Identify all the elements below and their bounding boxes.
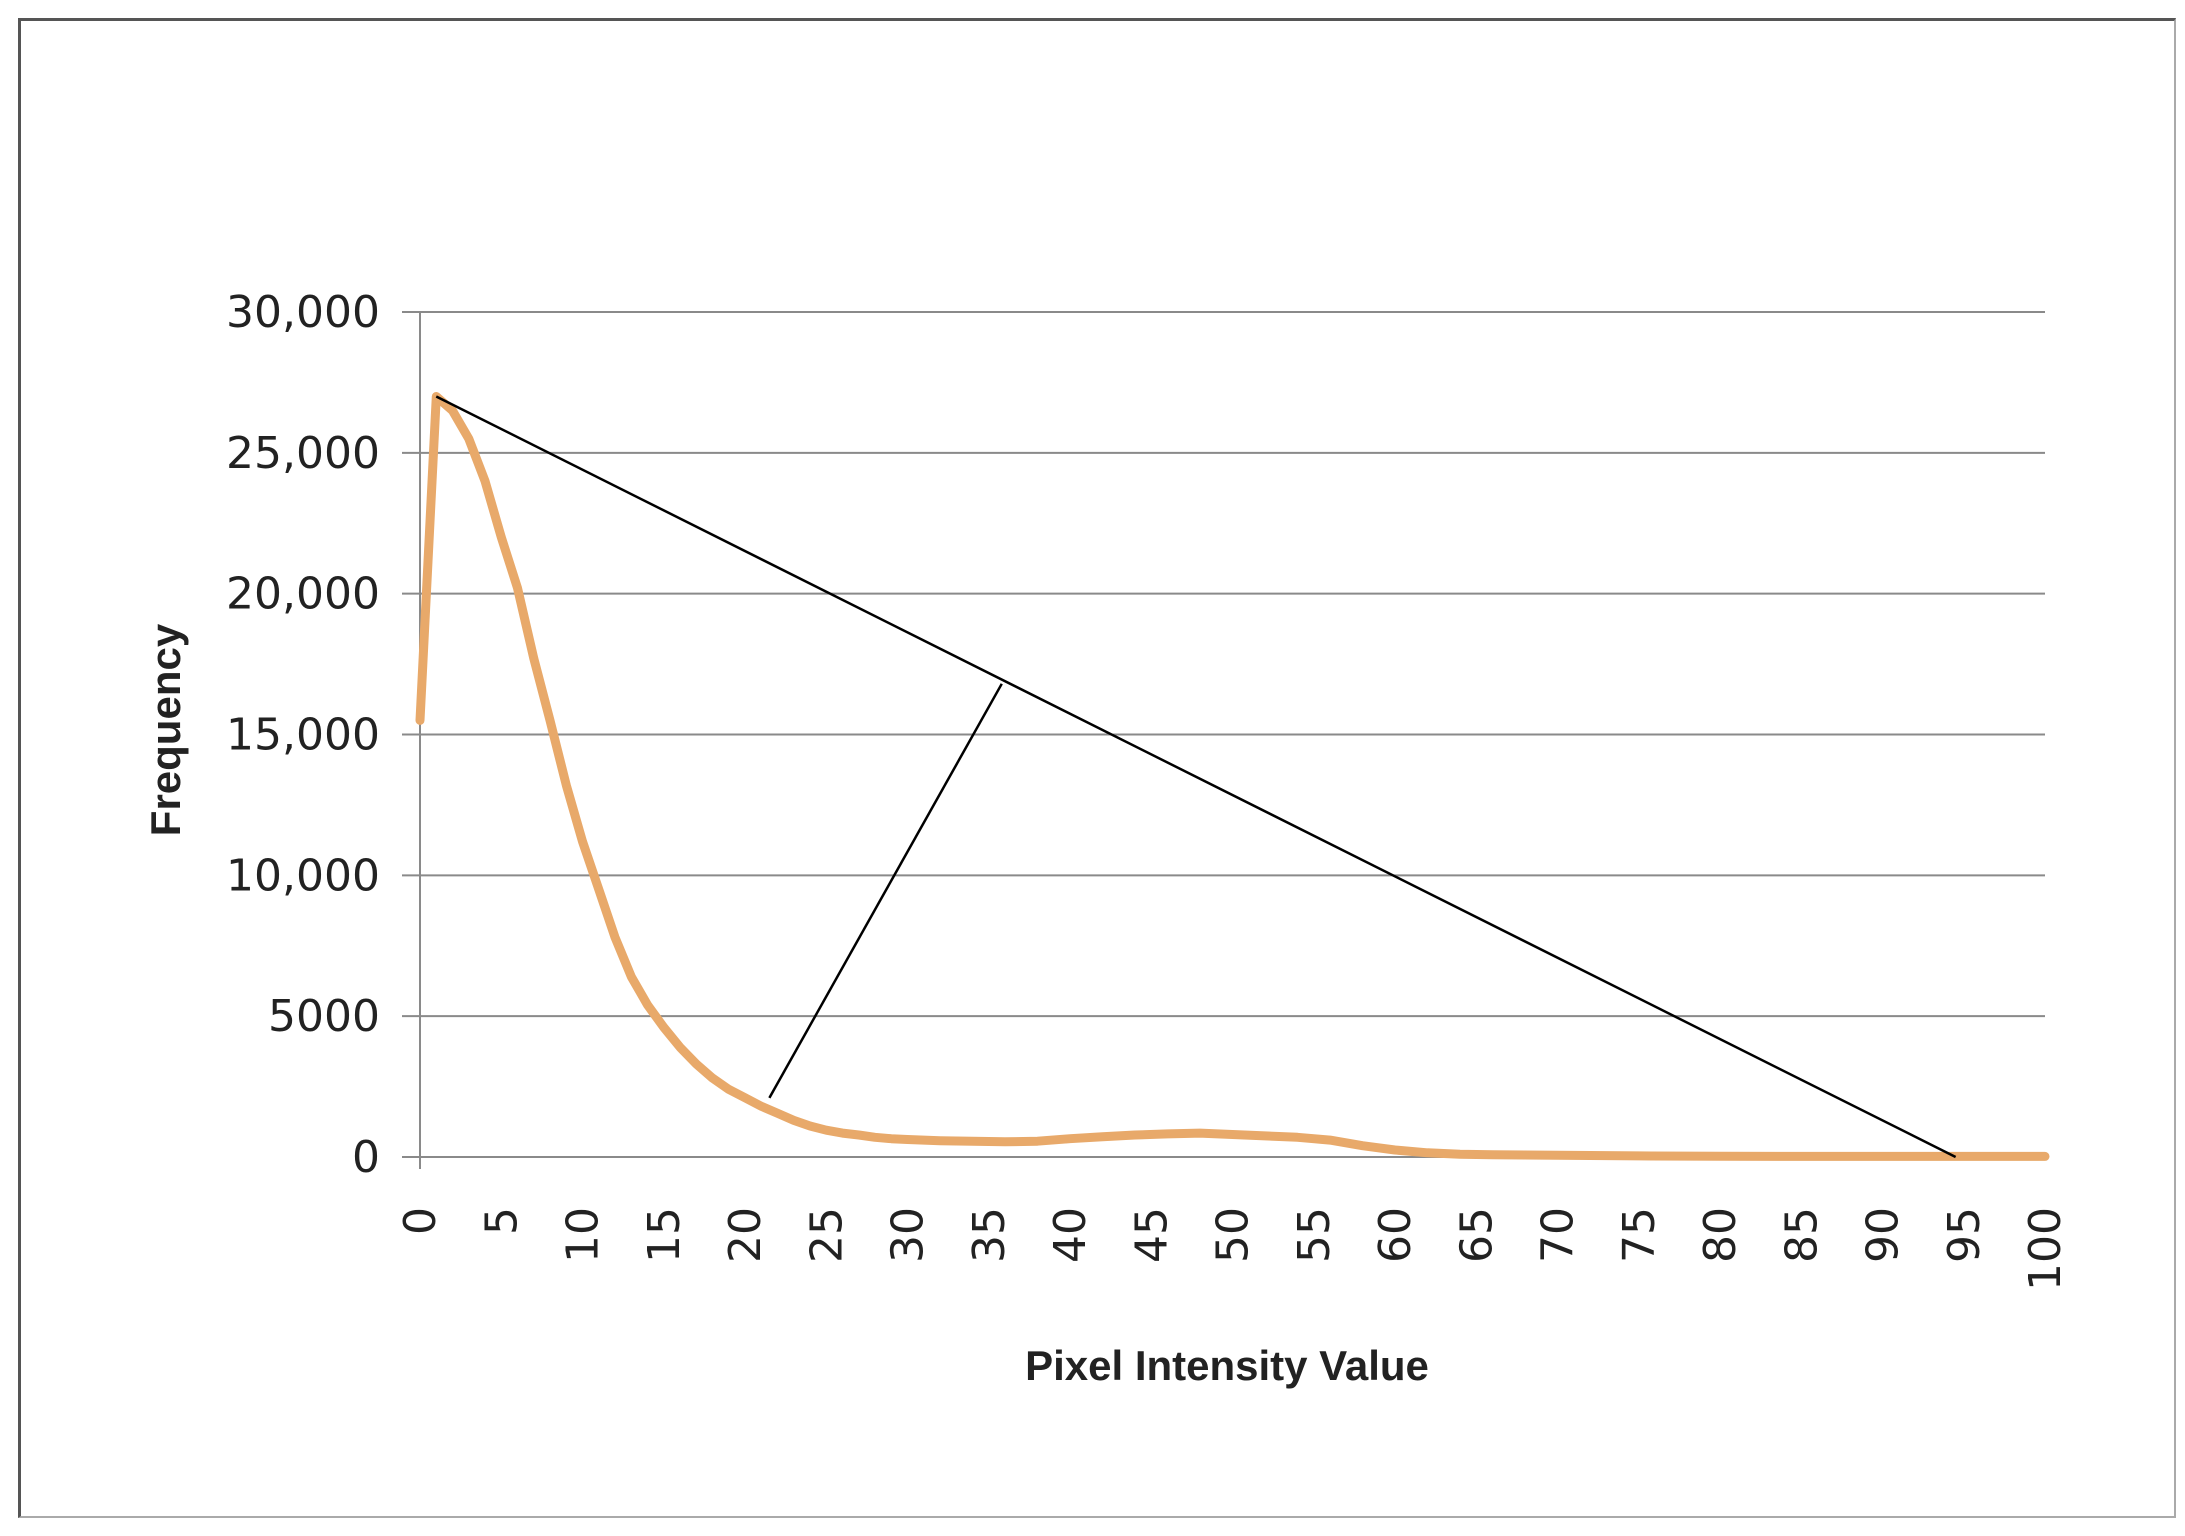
x-tick-label: 40 (1045, 1207, 1096, 1263)
x-tick-label: 50 (1208, 1207, 1259, 1263)
chart-frame (18, 18, 2176, 1518)
x-tick-label: 75 (1614, 1207, 1665, 1263)
x-tick-label: 85 (1776, 1207, 1827, 1263)
x-tick-label: 20 (720, 1207, 771, 1263)
x-tick-label: 65 (1451, 1207, 1502, 1263)
y-axis-title: Frequency (142, 623, 189, 836)
diagonal-line (435, 395, 1957, 1159)
x-tick-label: 70 (1533, 1207, 1584, 1263)
x-tick-label: 15 (639, 1207, 690, 1263)
y-tick-labels: 0 5000 10,000 15,000 20,000 25,000 30,000 (226, 287, 380, 1183)
y-tick-label: 25,000 (226, 428, 380, 479)
y-tick-label: 5000 (268, 991, 380, 1042)
x-tick-label: 10 (558, 1207, 609, 1263)
annotation-layer (435, 395, 1957, 1159)
x-tick-label: 55 (1289, 1207, 1340, 1263)
x-tick-label: 25 (801, 1207, 852, 1263)
y-tick-label: 15,000 (226, 710, 380, 761)
x-tick-label: 90 (1858, 1207, 1909, 1263)
y-tick-label: 0 (352, 1132, 380, 1183)
frequency-series-line (415, 392, 2050, 1161)
x-tick-label: 5 (476, 1207, 527, 1235)
y-tick-label: 20,000 (226, 569, 380, 620)
x-tick-label: 0 (395, 1207, 446, 1235)
x-tick-label: 80 (1695, 1207, 1746, 1263)
gridlines (402, 311, 2045, 1158)
x-tick-label: 60 (1370, 1207, 1421, 1263)
x-axis-title: Pixel Intensity Value (1025, 1342, 1429, 1389)
y-tick-label: 30,000 (226, 287, 380, 338)
x-tick-labels: 0 5 10 15 20 25 30 35 40 45 50 55 60 65 70 75 80 85 90 95 10… (395, 1207, 2071, 1291)
x-tick-label: 95 (1939, 1207, 1990, 1263)
perpendicular-line (768, 683, 1003, 1099)
x-tick-label: 45 (1126, 1207, 1177, 1263)
x-tick-label: 30 (883, 1207, 934, 1263)
x-tick-label: 100 (2020, 1207, 2071, 1291)
x-tick-label: 35 (964, 1207, 1015, 1263)
series-layer (415, 392, 2050, 1161)
y-tick-label: 10,000 (226, 850, 380, 901)
